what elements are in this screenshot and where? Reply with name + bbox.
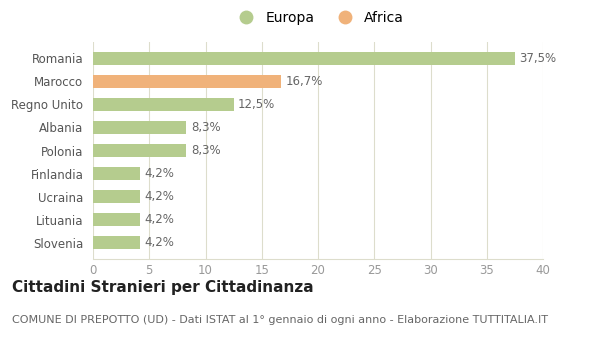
Bar (93, 52, 515, 64)
Text: 4,2%: 4,2% (145, 236, 175, 249)
Text: 12,5%: 12,5% (238, 98, 275, 111)
Text: 4,2%: 4,2% (145, 213, 175, 226)
Bar (93, 190, 140, 203)
Text: COMUNE DI PREPOTTO (UD) - Dati ISTAT al 1° gennaio di ogni anno - Elaborazione T: COMUNE DI PREPOTTO (UD) - Dati ISTAT al … (12, 315, 548, 325)
Bar (93, 214, 140, 226)
Bar (93, 237, 140, 249)
Bar (93, 144, 187, 157)
Bar (93, 98, 233, 111)
Text: 16,7%: 16,7% (286, 75, 323, 88)
Text: 4,2%: 4,2% (145, 167, 175, 180)
Text: 8,3%: 8,3% (191, 121, 221, 134)
Text: 8,3%: 8,3% (191, 144, 221, 157)
Legend: Europa, Africa: Europa, Africa (226, 6, 410, 31)
Text: 37,5%: 37,5% (520, 52, 557, 65)
Text: 4,2%: 4,2% (145, 190, 175, 203)
Bar (93, 121, 187, 134)
Text: Cittadini Stranieri per Cittadinanza: Cittadini Stranieri per Cittadinanza (12, 280, 314, 295)
Bar (93, 75, 281, 88)
Bar (93, 167, 140, 180)
